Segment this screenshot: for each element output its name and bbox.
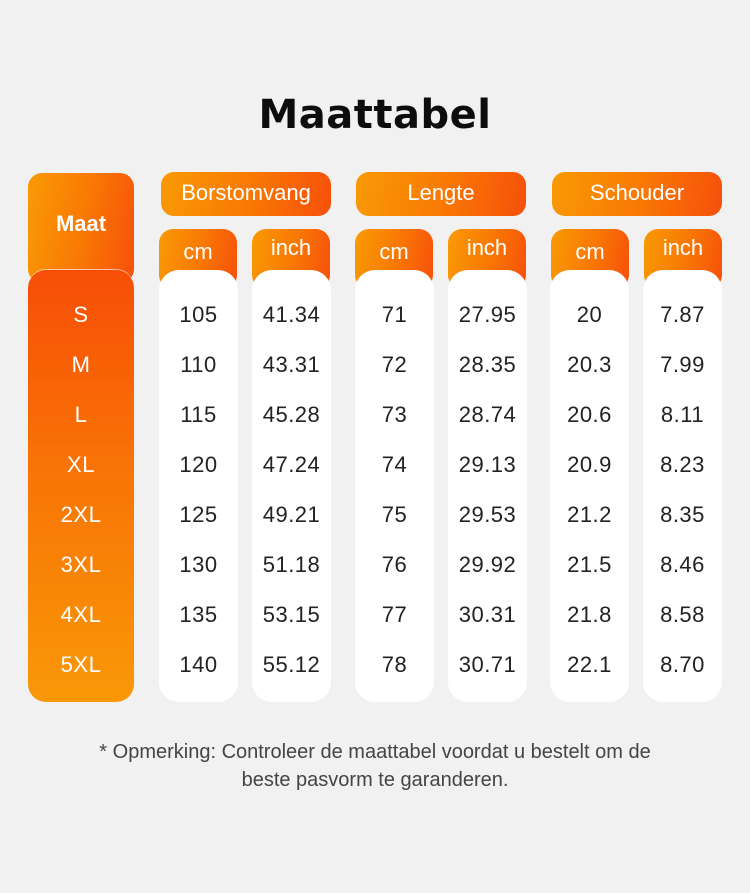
size-cell: 3XL xyxy=(60,552,102,577)
value-cell: 130 xyxy=(179,552,218,577)
chest-cm-column: 105 110 115 120 125 130 135 140 xyxy=(159,270,238,702)
value-cell: 29.92 xyxy=(458,552,517,577)
value-cell: 43.31 xyxy=(262,352,321,377)
footnote: * Opmerking: Controleer de maattabel voo… xyxy=(0,738,750,794)
value-cell: 71 xyxy=(381,302,408,327)
value-cell: 8.70 xyxy=(660,652,705,677)
footnote-line-1: * Opmerking: Controleer de maattabel voo… xyxy=(99,741,651,763)
group-label: Lengte xyxy=(407,180,475,205)
size-cell: S xyxy=(73,302,89,327)
value-cell: 49.21 xyxy=(262,502,321,527)
value-cell: 7.87 xyxy=(660,302,705,327)
value-cell: 115 xyxy=(180,402,217,427)
value-cell: 27.95 xyxy=(458,302,517,327)
value-cell: 53.15 xyxy=(262,602,321,627)
value-cell: 78 xyxy=(381,652,408,677)
chest-inch-column: 41.34 43.31 45.28 47.24 49.21 51.18 53.1… xyxy=(252,270,331,702)
value-cell: 125 xyxy=(179,502,218,527)
group-header-chest: Borstomvang xyxy=(161,172,331,216)
value-cell: 41.34 xyxy=(262,302,321,327)
size-cell: L xyxy=(74,402,88,427)
value-cell: 76 xyxy=(381,552,408,577)
value-cell: 72 xyxy=(381,352,408,377)
value-cell: 45.28 xyxy=(262,402,321,427)
value-cell: 21.2 xyxy=(567,502,612,527)
value-cell: 28.35 xyxy=(458,352,517,377)
value-cell: 30.31 xyxy=(458,602,517,627)
group-header-length: Lengte xyxy=(356,172,526,216)
size-cell: 4XL xyxy=(60,602,102,627)
value-cell: 75 xyxy=(381,502,408,527)
value-cell: 29.53 xyxy=(458,502,517,527)
value-cell: 135 xyxy=(179,602,218,627)
size-column: S M L XL 2XL 3XL 4XL 5XL xyxy=(28,270,134,702)
value-cell: 28.74 xyxy=(458,402,517,427)
size-cell: 2XL xyxy=(60,502,102,527)
value-cell: 20 xyxy=(576,302,603,327)
value-cell: 29.13 xyxy=(458,452,517,477)
value-cell: 20.3 xyxy=(567,352,612,377)
footnote-line-2: beste pasvorm te garanderen. xyxy=(241,769,509,791)
shoulder-inch-column: 7.87 7.99 8.11 8.23 8.35 8.46 8.58 8.70 xyxy=(643,270,722,702)
value-cell: 105 xyxy=(179,302,218,327)
size-cell: M xyxy=(71,352,91,377)
group-header-shoulder: Schouder xyxy=(552,172,722,216)
value-cell: 21.5 xyxy=(567,552,612,577)
value-cell: 55.12 xyxy=(262,652,321,677)
value-cell: 21.8 xyxy=(567,602,612,627)
value-cell: 22.1 xyxy=(567,652,612,677)
value-cell: 51.18 xyxy=(262,552,321,577)
value-cell: 8.46 xyxy=(660,552,705,577)
value-cell: 120 xyxy=(179,452,218,477)
value-cell: 8.35 xyxy=(660,502,705,527)
value-cell: 20.9 xyxy=(567,452,612,477)
group-label: Schouder xyxy=(589,180,685,205)
value-cell: 73 xyxy=(381,402,408,427)
page-title: Maattabel xyxy=(258,92,492,138)
value-cell: 8.11 xyxy=(660,402,705,427)
shoulder-cm-column: 20 20.3 20.6 20.9 21.2 21.5 21.8 22.1 xyxy=(550,270,629,702)
length-cm-column: 71 72 73 74 75 76 77 78 xyxy=(355,270,434,702)
value-cell: 20.6 xyxy=(567,402,612,427)
value-cell: 8.58 xyxy=(660,602,705,627)
size-column-header: Maat xyxy=(28,173,134,283)
value-cell: 110 xyxy=(180,352,217,377)
value-cell: 140 xyxy=(179,652,218,677)
size-cell: 5XL xyxy=(60,652,102,677)
length-inch-column: 27.95 28.35 28.74 29.13 29.53 29.92 30.3… xyxy=(448,270,527,702)
value-cell: 47.24 xyxy=(262,452,321,477)
group-label: Borstomvang xyxy=(181,180,311,205)
value-cell: 8.23 xyxy=(660,452,705,477)
value-cell: 7.99 xyxy=(660,352,705,377)
value-cell: 30.71 xyxy=(458,652,517,677)
size-header-label: Maat xyxy=(55,211,107,236)
size-cell: XL xyxy=(67,452,95,477)
value-cell: 77 xyxy=(381,602,408,627)
value-cell: 74 xyxy=(381,452,408,477)
